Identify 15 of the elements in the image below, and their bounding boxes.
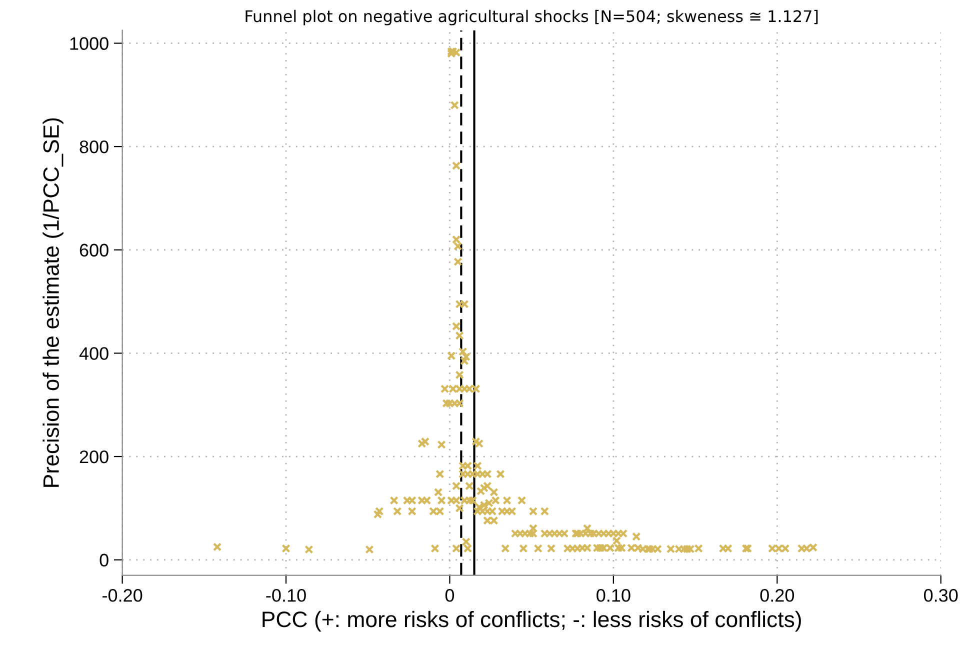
y-tick-label: 1000	[70, 37, 108, 50]
y-axis-title: Precision of the estimate (1/PCC_SE)	[42, 118, 64, 487]
chart-title: Funnel plot on negative agricultural shocks [N=504; skweness ≅ 1.127]	[246, 10, 818, 26]
y-tick-label: 200	[80, 450, 108, 464]
x-tick-label: -0.20	[102, 589, 142, 602]
x-tick-label: -0.10	[266, 589, 306, 602]
y-tick-label: 600	[80, 244, 108, 257]
x-tick-label: 0	[445, 589, 454, 602]
y-tick-label: 800	[80, 140, 108, 154]
y-tick-label: 400	[79, 347, 108, 360]
x-tick-label: 0.30	[924, 589, 958, 602]
x-tick-label: 0.20	[760, 589, 794, 602]
y-tick-label: 0	[100, 554, 108, 567]
x-tick-label: 0.10	[596, 589, 630, 602]
x-axis-title: PCC (+: more risks of conflicts; -: less risks of conflicts)	[262, 610, 801, 632]
